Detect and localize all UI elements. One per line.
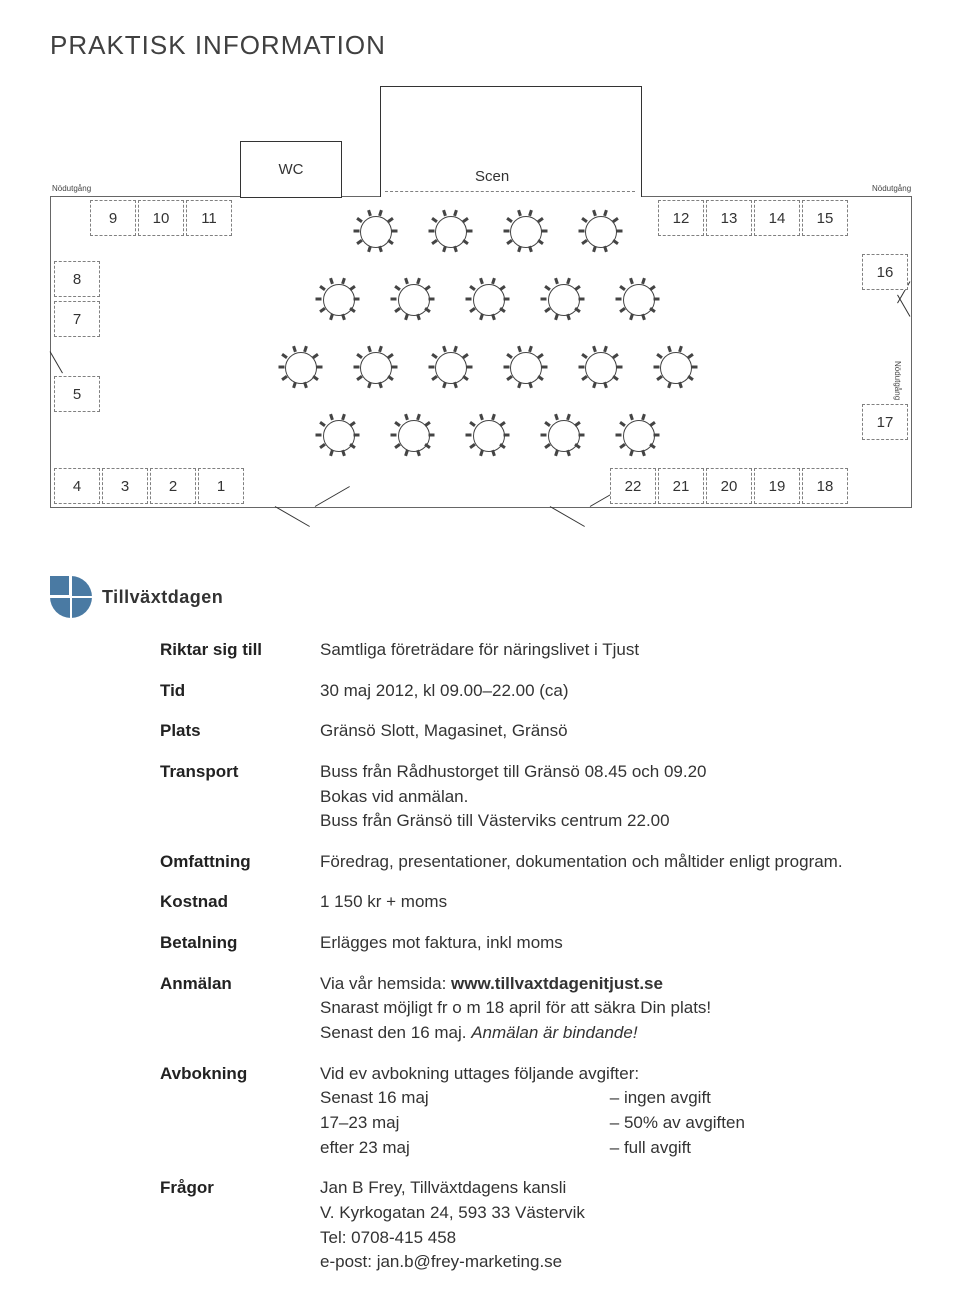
chair: [353, 366, 359, 369]
chair: [428, 230, 434, 233]
booth-10: 10: [138, 200, 184, 236]
chair: [654, 298, 660, 301]
chair: [391, 298, 397, 301]
info-value: Gränsö Slott, Magasinet, Gränsö: [320, 719, 910, 744]
door-line: [550, 506, 585, 527]
booth-5: 5: [54, 376, 100, 412]
chair: [466, 434, 472, 437]
chair: [578, 230, 584, 233]
info-value: Samtliga företrädare för näringslivet i …: [320, 638, 910, 663]
info-label: Riktar sig till: [160, 638, 310, 663]
chair: [391, 230, 397, 233]
info-label: Frågor: [160, 1176, 310, 1275]
chair: [354, 298, 360, 301]
booth-11: 11: [186, 200, 232, 236]
booth-8: 8: [54, 261, 100, 297]
booth-22: 22: [610, 468, 656, 504]
booth-9: 9: [90, 200, 136, 236]
booth-14: 14: [754, 200, 800, 236]
scen-dashed: [385, 191, 635, 192]
chair: [579, 434, 585, 437]
info-label: Omfattning: [160, 850, 310, 875]
wc-box: WC: [240, 141, 342, 198]
info-label: Tid: [160, 679, 310, 704]
chair: [541, 366, 547, 369]
chair: [391, 434, 397, 437]
booth-15: 15: [802, 200, 848, 236]
brand-name: Tillväxtdagen: [102, 587, 223, 608]
info-value: Erlägges mot faktura, inkl moms: [320, 931, 910, 956]
chair: [616, 366, 622, 369]
chair: [579, 298, 585, 301]
info-value: Via vår hemsida: www.tillvaxtdagenitjust…: [320, 972, 910, 1046]
chair: [504, 298, 510, 301]
nod-left: Nödutgång: [52, 184, 91, 193]
chair: [316, 434, 322, 437]
booth-18: 18: [802, 468, 848, 504]
chair: [616, 434, 622, 437]
info-value: Buss från Rådhustorget till Gränsö 08.45…: [320, 760, 910, 834]
chair: [466, 366, 472, 369]
chair: [428, 366, 434, 369]
chair: [616, 298, 622, 301]
wc-label: WC: [279, 161, 304, 178]
chair: [354, 434, 360, 437]
info-table: Riktar sig till Samtliga företrädare för …: [160, 638, 910, 1275]
chair: [541, 230, 547, 233]
booth-7: 7: [54, 301, 100, 337]
booth-16: 16: [862, 254, 908, 290]
chair: [503, 230, 509, 233]
chair: [353, 230, 359, 233]
info-label: Anmälan: [160, 972, 310, 1046]
info-value: 1 150 kr + moms: [320, 890, 910, 915]
nod-right: Nödutgång: [872, 184, 911, 193]
chair: [578, 366, 584, 369]
info-label: Plats: [160, 719, 310, 744]
chair: [653, 366, 659, 369]
door-line: [275, 506, 310, 527]
chair: [691, 366, 697, 369]
info-value: Vid ev avbokning uttages följande avgift…: [320, 1062, 910, 1161]
chair: [391, 366, 397, 369]
chair: [316, 366, 322, 369]
scen-box: [380, 86, 642, 197]
booth-17: 17: [862, 404, 908, 440]
scen-label: Scen: [475, 168, 509, 185]
info-label: Avbokning: [160, 1062, 310, 1161]
chair: [429, 434, 435, 437]
chair: [316, 298, 322, 301]
booth-21: 21: [658, 468, 704, 504]
info-value: 30 maj 2012, kl 09.00–22.00 (ca): [320, 679, 910, 704]
chair: [466, 298, 472, 301]
booth-1: 1: [198, 468, 244, 504]
booth-19: 19: [754, 468, 800, 504]
room-outline: [50, 196, 912, 508]
chair: [429, 298, 435, 301]
chair: [278, 366, 284, 369]
nod-side: Nödutgång: [893, 361, 902, 400]
booth-2: 2: [150, 468, 196, 504]
floorplan: Scen WC Nödutgång Nödutgång Nödutgång: [50, 86, 910, 546]
info-label: Betalning: [160, 931, 310, 956]
booth-4: 4: [54, 468, 100, 504]
info-label: Kostnad: [160, 890, 310, 915]
info-label: Transport: [160, 760, 310, 834]
chair: [504, 434, 510, 437]
logo-icon: [50, 576, 92, 618]
info-value: Jan B Frey, Tillväxtdagens kansliV. Kyrk…: [320, 1176, 910, 1275]
chair: [654, 434, 660, 437]
info-value: Föredrag, presentationer, dokumentation …: [320, 850, 910, 875]
chair: [541, 434, 547, 437]
chair: [503, 366, 509, 369]
chair: [541, 298, 547, 301]
booth-13: 13: [706, 200, 752, 236]
page-title: PRAKTISK INFORMATION: [50, 30, 910, 61]
booth-12: 12: [658, 200, 704, 236]
logo-row: Tillväxtdagen: [50, 576, 910, 618]
chair: [466, 230, 472, 233]
booth-20: 20: [706, 468, 752, 504]
chair: [616, 230, 622, 233]
booth-3: 3: [102, 468, 148, 504]
